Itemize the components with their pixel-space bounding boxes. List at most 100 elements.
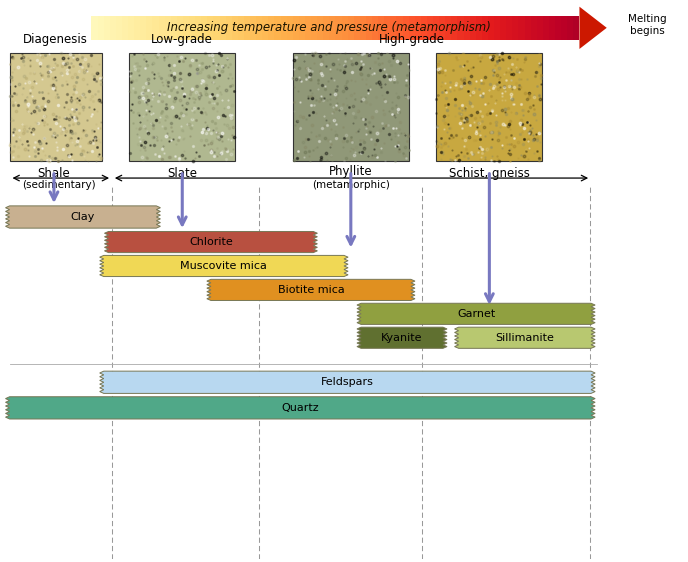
Text: Melting
begins: Melting begins (628, 14, 667, 36)
Polygon shape (464, 16, 470, 40)
Polygon shape (153, 16, 159, 40)
Polygon shape (390, 16, 396, 40)
Polygon shape (555, 16, 561, 40)
Polygon shape (98, 16, 104, 40)
Polygon shape (455, 327, 595, 348)
Polygon shape (244, 16, 250, 40)
Polygon shape (287, 16, 293, 40)
Polygon shape (415, 16, 421, 40)
Polygon shape (354, 16, 360, 40)
Polygon shape (357, 303, 595, 324)
Polygon shape (519, 16, 524, 40)
Polygon shape (409, 16, 415, 40)
Polygon shape (219, 16, 226, 40)
Text: Clay: Clay (71, 212, 95, 222)
Polygon shape (336, 16, 341, 40)
Polygon shape (402, 16, 409, 40)
Polygon shape (494, 16, 500, 40)
Polygon shape (6, 397, 595, 419)
Polygon shape (366, 16, 372, 40)
Text: Increasing temperature and pressure (metamorphism): Increasing temperature and pressure (met… (166, 21, 491, 34)
FancyBboxPatch shape (293, 53, 409, 161)
Polygon shape (323, 16, 330, 40)
Polygon shape (195, 16, 202, 40)
Polygon shape (268, 16, 275, 40)
Text: Muscovite mica: Muscovite mica (180, 261, 268, 271)
Text: Garnet: Garnet (457, 309, 495, 319)
Polygon shape (177, 16, 183, 40)
Polygon shape (281, 16, 287, 40)
Polygon shape (100, 371, 595, 393)
Polygon shape (104, 16, 110, 40)
FancyBboxPatch shape (436, 53, 542, 161)
Polygon shape (341, 16, 347, 40)
Polygon shape (543, 16, 549, 40)
Text: Schist, gneiss: Schist, gneiss (449, 167, 530, 180)
Polygon shape (458, 16, 464, 40)
Polygon shape (140, 16, 147, 40)
FancyBboxPatch shape (10, 53, 102, 161)
Polygon shape (256, 16, 262, 40)
Polygon shape (482, 16, 488, 40)
Polygon shape (134, 16, 140, 40)
Polygon shape (250, 16, 256, 40)
Polygon shape (164, 16, 171, 40)
Polygon shape (232, 16, 238, 40)
Polygon shape (470, 16, 476, 40)
Polygon shape (513, 16, 519, 40)
Polygon shape (202, 16, 207, 40)
Polygon shape (311, 16, 317, 40)
Polygon shape (396, 16, 402, 40)
Polygon shape (92, 16, 98, 40)
Polygon shape (427, 16, 433, 40)
Polygon shape (385, 16, 390, 40)
Polygon shape (549, 16, 555, 40)
Text: Chlorite: Chlorite (189, 237, 233, 247)
Text: Low-grade: Low-grade (151, 33, 213, 46)
Polygon shape (537, 16, 543, 40)
Polygon shape (439, 16, 445, 40)
Polygon shape (445, 16, 451, 40)
Polygon shape (579, 7, 607, 49)
Polygon shape (305, 16, 311, 40)
Text: Feldspars: Feldspars (321, 377, 374, 387)
Polygon shape (421, 16, 427, 40)
Polygon shape (433, 16, 439, 40)
Polygon shape (476, 16, 482, 40)
Polygon shape (488, 16, 494, 40)
Polygon shape (561, 16, 567, 40)
Polygon shape (238, 16, 244, 40)
Polygon shape (226, 16, 232, 40)
Text: Kyanite: Kyanite (381, 333, 422, 343)
Text: (sedimentary): (sedimentary) (23, 180, 96, 190)
Text: Slate: Slate (167, 167, 197, 180)
Polygon shape (500, 16, 506, 40)
Polygon shape (116, 16, 122, 40)
Text: Sillimanite: Sillimanite (495, 333, 555, 343)
Text: Shale: Shale (38, 167, 70, 180)
Polygon shape (506, 16, 513, 40)
Polygon shape (524, 16, 530, 40)
Polygon shape (451, 16, 458, 40)
Polygon shape (262, 16, 268, 40)
Polygon shape (573, 16, 579, 40)
Polygon shape (189, 16, 195, 40)
Polygon shape (317, 16, 323, 40)
Polygon shape (213, 16, 219, 40)
Polygon shape (330, 16, 336, 40)
Polygon shape (372, 16, 378, 40)
Polygon shape (207, 279, 415, 301)
Text: Quartz: Quartz (281, 403, 319, 413)
Polygon shape (159, 16, 164, 40)
Polygon shape (293, 16, 299, 40)
Polygon shape (171, 16, 177, 40)
Polygon shape (357, 327, 447, 348)
Polygon shape (6, 206, 160, 228)
Polygon shape (147, 16, 153, 40)
Polygon shape (347, 16, 354, 40)
Polygon shape (122, 16, 128, 40)
Polygon shape (128, 16, 134, 40)
Text: High-grade: High-grade (379, 33, 445, 46)
Polygon shape (530, 16, 537, 40)
Text: Phyllite: Phyllite (329, 165, 373, 178)
